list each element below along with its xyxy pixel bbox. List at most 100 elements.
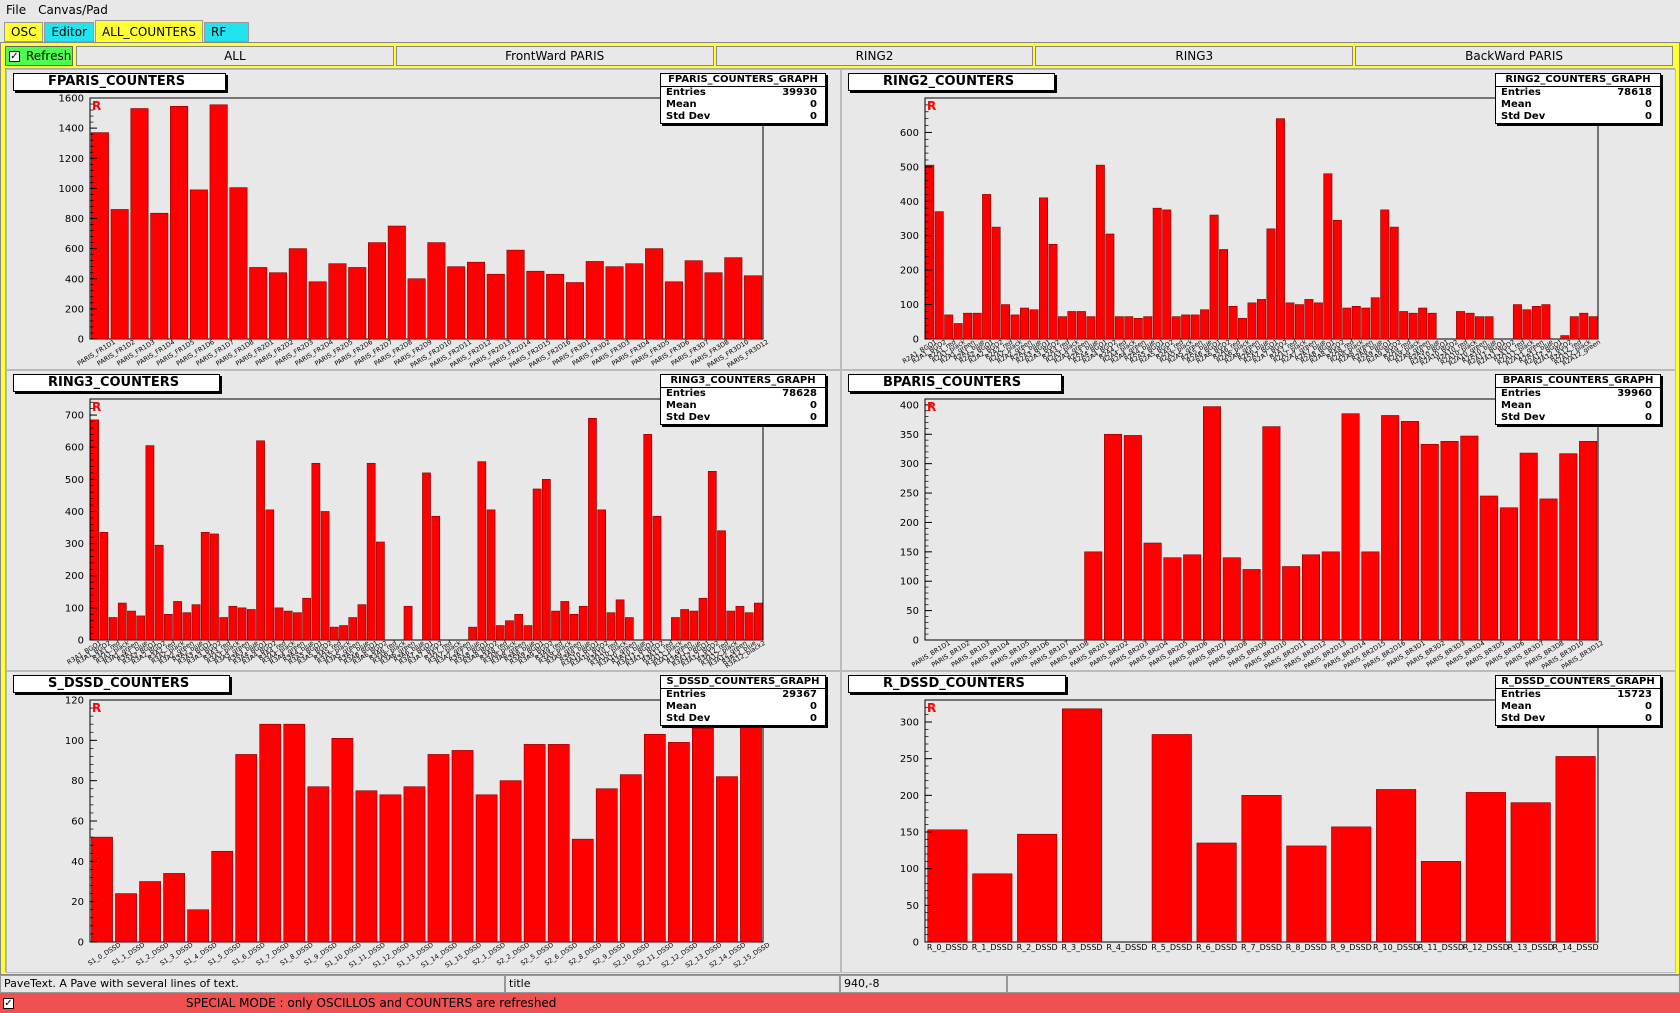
subtab-backward-paris[interactable]: BackWard PARIS [1355,46,1673,66]
pad-ring3[interactable]: 0 100 200 300 400 500 600 700 R3A1_BGO1 R3A1_BGO2… [6,370,841,671]
bar [1262,426,1281,641]
tab-osc[interactable]: OSC [4,22,44,42]
bar [571,838,594,943]
bar-chart: 0100200300400500600R2A1_BGO1R2A1_BGO2R2A… [900,97,1602,368]
bar [645,248,664,340]
y-tick-label: 40 [71,857,84,868]
y-tick-label: 120 [65,696,84,707]
stats-box[interactable]: BPARIS_COUNTERS_GRAPH Entries 39960 Mean 0 St… [1495,374,1661,425]
pad-s-dssd[interactable]: 0 20 40 60 80 100 120 S1_0_DSSD S1_1_DSSD S1_2_DS… [6,671,841,973]
bar [259,723,282,943]
y-tick-label: 250 [900,754,919,765]
chart-title[interactable]: BPARIS_COUNTERS [848,374,1063,392]
menu-file[interactable]: File [6,3,27,17]
y-tick-label: 100 [900,300,919,311]
bar [274,607,284,641]
tab-all-counters[interactable]: ALL_COUNTERS [94,20,203,42]
bar [1241,795,1282,943]
bar [1181,314,1191,340]
stats-entries: Entries 29367 [661,689,825,701]
root-canvas[interactable]: 0 200 400 600 800 1000 1200 1400 1600 PARIS_FR1D1… [5,68,1676,973]
subtab-ring2[interactable]: RING2 [715,46,1034,66]
bar [619,774,642,943]
bar [1238,318,1248,340]
stats-entries-value: 39930 [782,87,817,98]
bar [422,472,431,641]
tab-editor[interactable]: Editor [44,22,94,42]
stats-box[interactable]: S_DSSD_COUNTERS_GRAPH Entries 29367 Mean 0 St… [660,675,826,726]
bar [704,272,723,340]
y-tick-label: 150 [900,828,919,839]
stats-box[interactable]: FPARIS_COUNTERS_GRAPH Entries 39930 Mean 0 St… [660,73,826,124]
status-extra [1007,975,1680,993]
bar [320,511,330,641]
bar [1123,435,1142,641]
bar [1456,311,1466,340]
bar [235,754,258,943]
y-tick-label: 0 [78,335,84,346]
x-tick-label: R_13_DSSD [1508,943,1554,952]
pad-fparis[interactable]: 0 200 400 600 800 1000 1200 1400 1600 PARIS_FR1D1… [6,69,841,370]
chart-title[interactable]: S_DSSD_COUNTERS [13,675,231,693]
bar [1203,406,1222,641]
bar [1389,226,1399,340]
stats-std-dev-value: 0 [1645,713,1652,724]
bar [357,604,367,641]
bar [427,242,446,340]
chart-title[interactable]: FPARIS_COUNTERS [13,73,227,91]
bar [1039,197,1048,340]
y-tick-label: 0 [78,938,84,949]
stats-box[interactable]: RING2_COUNTERS_GRAPH Entries 78618 Mean 0 Std… [1495,73,1661,124]
bar [551,610,560,641]
bar [355,790,378,943]
y-tick-label: 100 [900,577,919,588]
bar [671,617,680,641]
bar [1029,309,1039,340]
bar [1399,311,1409,340]
bar [569,613,579,641]
y-tick-label: 0 [913,335,919,346]
bar [1541,304,1551,340]
bar [1061,708,1103,943]
bar [486,273,505,340]
stats-box[interactable]: RING3_COUNTERS_GRAPH Entries 78628 Mean 0 Std… [660,374,826,425]
bar [110,209,129,340]
y-tick-label: 80 [71,776,84,787]
subtab-all[interactable]: ALL [76,46,394,66]
bar [1351,305,1361,340]
tab-rf[interactable]: RF [204,22,250,42]
bar [427,754,450,943]
stats-box[interactable]: R_DSSD_COUNTERS_GRAPH Entries 15723 Mean 0 St… [1495,675,1661,726]
bar [506,249,525,340]
refresh-checkbox-icon[interactable]: ✓ [9,50,20,62]
bar [1361,551,1380,641]
pad-r-dssd[interactable]: 0 50 100 150 200 250 300 R_0_DSSD R_1_DSSD R_2_DS… [841,671,1676,973]
bar [348,617,358,641]
subtab-frontward-paris[interactable]: FrontWard PARIS [395,46,714,66]
bar [348,267,367,340]
bar [606,612,616,641]
tab-content-frame: ✓ Refresh ALL FrontWard PARIS RING2 RING… [0,42,1680,975]
bar [108,617,118,641]
pad-ring2[interactable]: 0 100 200 300 400 500 600 R2A1_BGO1 R2A1_BGO2 R2A… [841,69,1676,370]
stats-std-dev-label: Std Dev [666,713,711,724]
bar [625,263,644,340]
chart-title[interactable]: R_DSSD_COUNTERS [848,675,1066,693]
menu-canvas-pad[interactable]: Canvas/Pad [38,3,108,17]
chart-title[interactable]: RING2_COUNTERS [848,73,1056,91]
stats-entries: Entries 15723 [1496,689,1660,701]
bar [311,462,321,641]
x-tick-label: R_4_DSSD [1106,943,1147,952]
stats-std-dev-label: Std Dev [1501,713,1546,724]
chart-title[interactable]: RING3_COUNTERS [13,374,221,392]
x-tick-label: R_0_DSSD [927,943,968,952]
special-mode-checkbox-icon[interactable]: ✓ [3,997,14,1009]
stats-std-dev: Std Dev 0 [1496,412,1660,424]
bar [1420,861,1462,943]
refresh-toggle[interactable]: ✓ Refresh [5,46,73,66]
subtab-ring3[interactable]: RING3 [1035,46,1354,66]
bar [265,509,275,641]
bar [1332,219,1342,340]
bar [523,625,533,641]
pad-bparis[interactable]: 0 50 100 150 200 250 300 350 400 PARIS_BR1D1 PARIS… [841,370,1676,671]
